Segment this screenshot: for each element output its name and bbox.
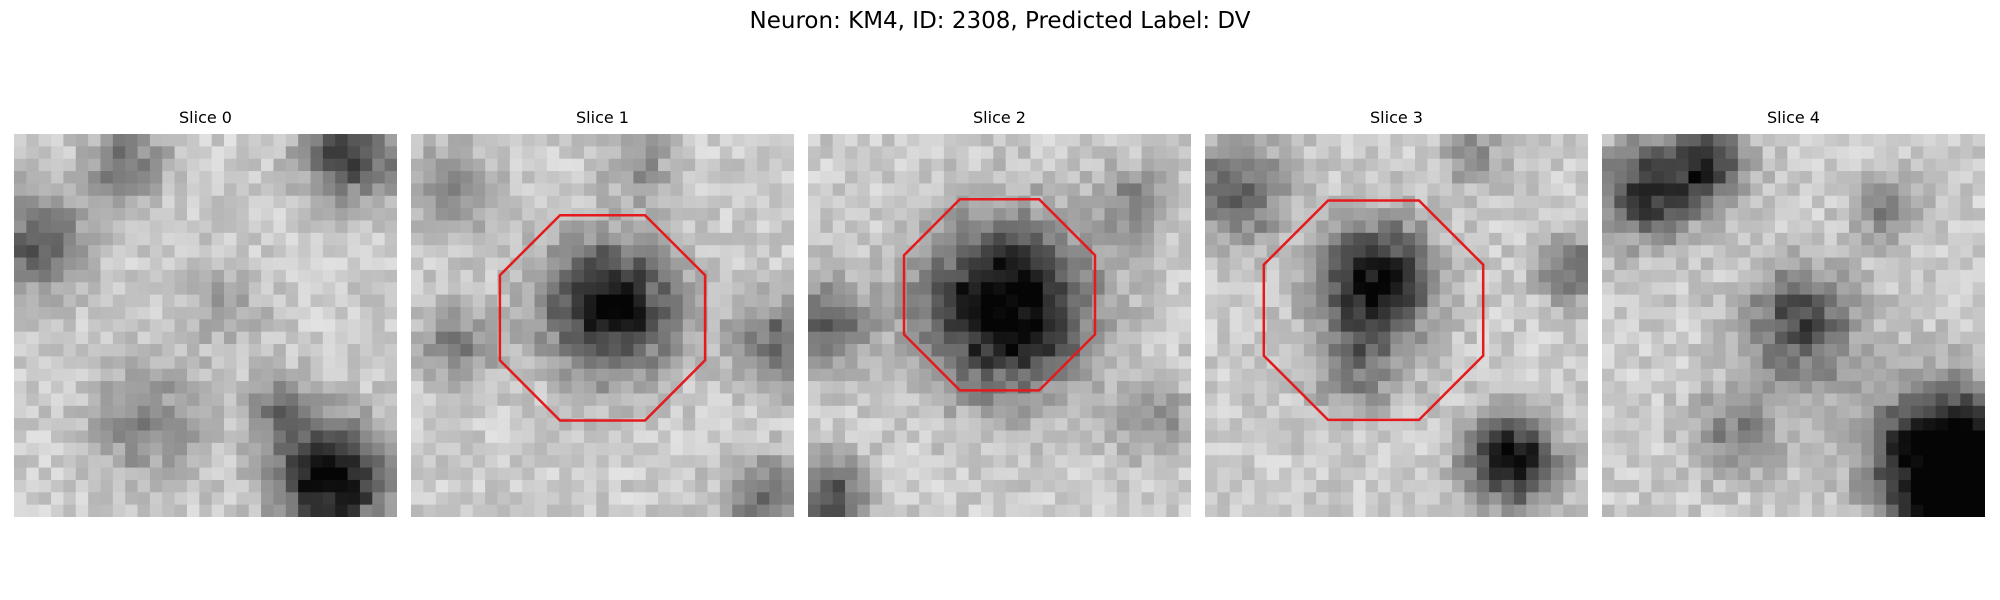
slice-label: Slice 0 [179,108,232,127]
slice-image [808,134,1191,517]
slice-label: Slice 3 [1370,108,1423,127]
slice-label: Slice 1 [576,108,629,127]
slice-image [14,134,397,517]
slice-label: Slice 4 [1767,108,1820,127]
slice-image [1602,134,1985,517]
slice-image [1205,134,1588,517]
roi-outline [1262,199,1485,422]
roi-outline [498,213,707,422]
figure-title: Neuron: KM4, ID: 2308, Predicted Label: … [749,8,1251,34]
slice-label: Slice 2 [973,108,1026,127]
roi-outline [902,198,1097,392]
slice-image [411,134,794,517]
